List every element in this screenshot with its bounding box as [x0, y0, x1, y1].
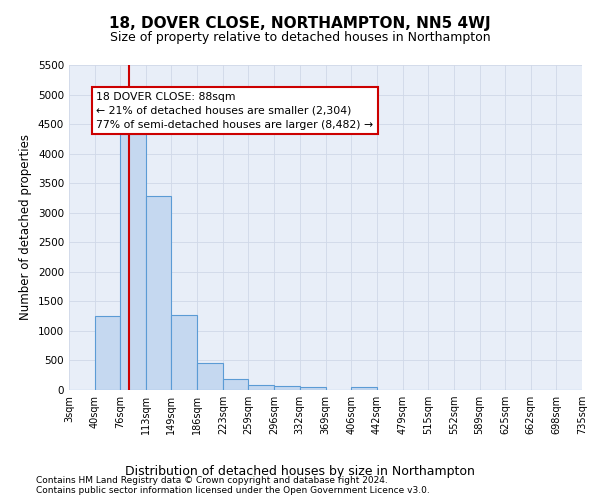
Bar	[146, 196, 172, 390]
Y-axis label: Number of detached properties: Number of detached properties	[19, 134, 32, 320]
Text: Size of property relative to detached houses in Northampton: Size of property relative to detached ho…	[110, 31, 490, 44]
Bar	[274, 386, 299, 390]
Bar	[95, 316, 120, 390]
Text: Contains public sector information licensed under the Open Government Licence v3: Contains public sector information licen…	[36, 486, 430, 495]
Text: Distribution of detached houses by size in Northampton: Distribution of detached houses by size …	[125, 465, 475, 478]
Bar	[197, 364, 223, 390]
Bar	[299, 387, 325, 390]
Text: Contains HM Land Registry data © Crown copyright and database right 2024.: Contains HM Land Registry data © Crown c…	[36, 476, 388, 485]
Bar	[172, 315, 197, 390]
Text: 18, DOVER CLOSE, NORTHAMPTON, NN5 4WJ: 18, DOVER CLOSE, NORTHAMPTON, NN5 4WJ	[109, 16, 491, 31]
Bar	[223, 380, 248, 390]
Bar	[352, 387, 377, 390]
Bar	[248, 384, 274, 390]
Bar	[120, 134, 146, 390]
Text: 18 DOVER CLOSE: 88sqm
← 21% of detached houses are smaller (2,304)
77% of semi-d: 18 DOVER CLOSE: 88sqm ← 21% of detached …	[97, 92, 373, 130]
